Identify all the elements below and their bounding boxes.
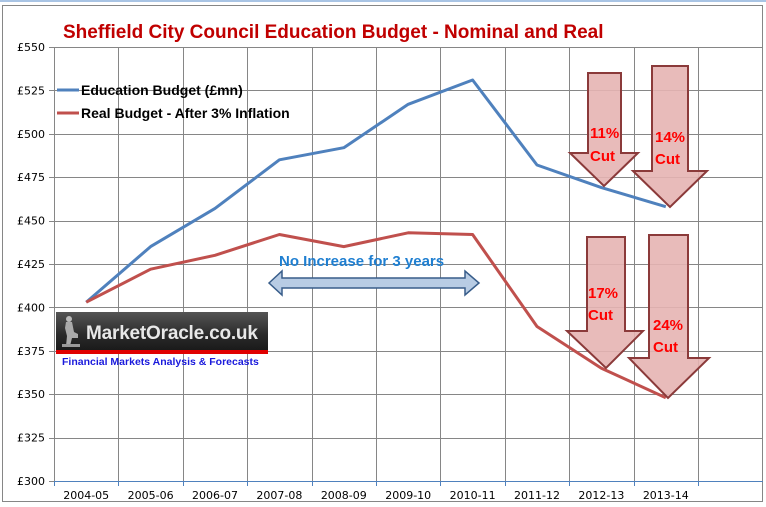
y-axis-ticks: £300 £325 £350 £375 £400 £425 £450 £475 £500 £525…	[17, 41, 45, 488]
y-tick-label: £300	[17, 475, 45, 488]
y-tick-label: £350	[17, 388, 45, 401]
x-tick-label: 2011-12	[514, 489, 560, 502]
x-tick-label: 2012-13	[578, 489, 624, 502]
down-arrow-icon	[564, 236, 646, 370]
down-arrow-icon	[567, 72, 641, 188]
y-tick-label: £450	[17, 215, 45, 228]
series-education-line	[85, 78, 667, 304]
logo-brand: MarketOracle.co.uk	[86, 323, 258, 344]
series-lines	[85, 78, 667, 400]
y-tick-label: £500	[17, 128, 45, 141]
legend: Education Budget (£mn) Real Budget - Aft…	[57, 82, 290, 121]
no-increase-annotation: No Increase for 3 years	[267, 253, 481, 297]
cut-percent: 24%	[653, 317, 683, 334]
cut-percent: 11%	[590, 125, 619, 142]
y-tick-label: £550	[17, 41, 45, 54]
y-tick-label: £400	[17, 301, 45, 314]
double-arrow-icon	[267, 269, 481, 297]
x-tick-label: 2007-08	[256, 489, 302, 502]
chart-title: Sheffield City Council Education Budget …	[63, 22, 603, 43]
x-tick-label: 2004-05	[63, 489, 109, 502]
logo-background	[56, 312, 268, 350]
marketoracle-watermark: MarketOracle.co.uk Financial Markets Ana…	[56, 312, 268, 372]
cut-label: Cut	[653, 339, 678, 356]
cut-arrow-11: 11% Cut	[567, 72, 641, 188]
logo-red-bar	[56, 350, 268, 354]
cut-arrow-24: 24% Cut	[626, 234, 712, 400]
x-tick-label: 2006-07	[192, 489, 238, 502]
down-arrow-icon	[626, 234, 712, 400]
x-tick-label: 2005-06	[128, 489, 174, 502]
cut-label: Cut	[588, 307, 613, 324]
no-increase-label: No Increase for 3 years	[279, 253, 444, 270]
cut-arrow-17: 17% Cut	[564, 236, 646, 370]
cut-percent: 14%	[655, 129, 685, 146]
x-tick-label: 2013-14	[643, 489, 689, 502]
y-tick-label: £425	[17, 258, 45, 271]
y-tick-label: £475	[17, 171, 45, 184]
statue-icon	[62, 316, 80, 347]
x-axis-ticks: 2004-05 2005-06 2006-07 2007-08 2008-09 2009-…	[63, 489, 689, 502]
chart-frame	[2, 5, 763, 502]
logo-tagline: Financial Markets Analysis & Forecasts	[62, 356, 259, 368]
legend-label-real: Real Budget - After 3% Inflation	[81, 105, 290, 121]
cut-percent: 17%	[588, 285, 618, 302]
cut-arrow-14: 14% Cut	[630, 65, 710, 209]
series-real-line	[85, 231, 667, 400]
top-border-line	[0, 0, 766, 2]
cut-label: Cut	[655, 151, 680, 168]
down-arrow-icon	[630, 65, 710, 209]
y-tick-label: £375	[17, 345, 45, 358]
cut-label: Cut	[590, 148, 615, 165]
x-tick-label: 2008-09	[321, 489, 367, 502]
legend-label-education: Education Budget (£mn)	[81, 82, 243, 98]
x-tick-label: 2010-11	[450, 489, 496, 502]
x-tick-label: 2009-10	[385, 489, 431, 502]
y-tick-label: £525	[17, 84, 45, 97]
y-tick-label: £325	[17, 432, 45, 445]
